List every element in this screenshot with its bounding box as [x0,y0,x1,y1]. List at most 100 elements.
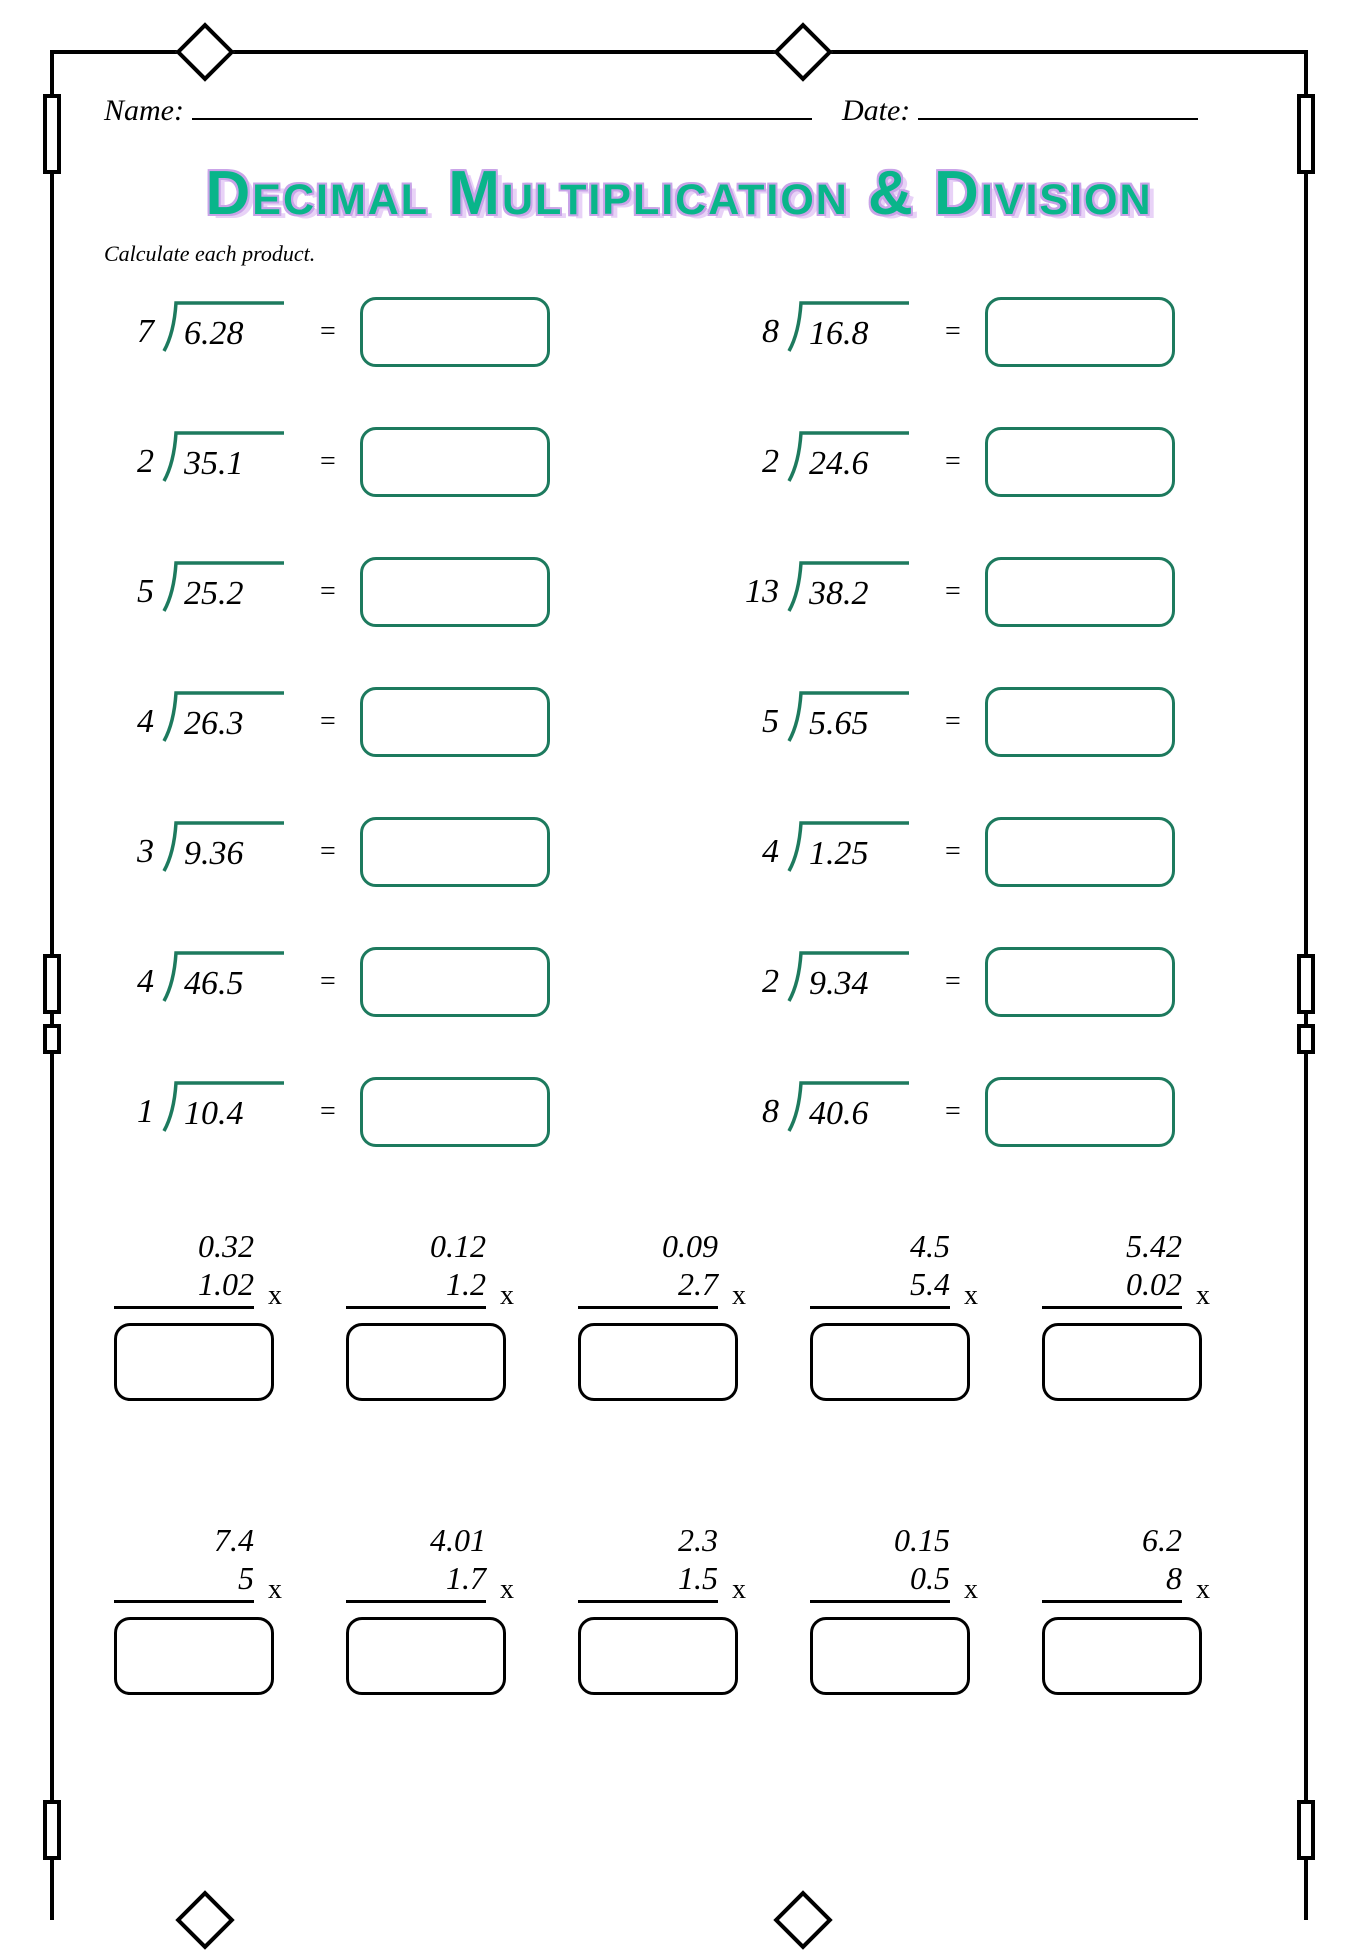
multiply-operator: x [1196,1279,1210,1313]
decor-diamond [773,22,832,81]
divisor: 8 [739,1093,785,1131]
division-problem: 3 9.36 = [114,817,619,887]
mult-bar [578,1600,718,1603]
multiplication-problem: 2.3 1.5 x [578,1521,780,1695]
equals-symbol: = [945,836,961,868]
decor-sidebar [1297,1024,1315,1054]
dividend: 46.5 [184,965,244,1003]
answer-box[interactable] [578,1323,738,1401]
answer-box[interactable] [985,297,1175,367]
multiplication-problem: 4.5 5.4 x [810,1227,1012,1401]
mult-bar [810,1600,950,1603]
mult-bar [114,1306,254,1309]
answer-box[interactable] [360,1077,550,1147]
answer-box[interactable] [810,1617,970,1695]
dividend: 26.3 [184,705,244,743]
answer-box[interactable] [360,947,550,1017]
mult-top: 2.3 [578,1521,718,1559]
answer-box[interactable] [346,1617,506,1695]
mult-top: 4.01 [346,1521,486,1559]
division-problem: 4 1.25 = [739,817,1244,887]
mult-operands: 4.5 5.4 x [810,1227,950,1309]
division-problem: 8 40.6 = [739,1077,1244,1147]
date-input-line[interactable] [918,96,1198,120]
mult-bar [1042,1306,1182,1309]
division-problem: 5 25.2 = [114,557,619,627]
long-division-icon: 35.1 [160,431,290,493]
mult-bottom: 1.7 [346,1559,486,1597]
long-division-icon: 9.34 [785,951,915,1013]
answer-box[interactable] [1042,1323,1202,1401]
mult-bar [578,1306,718,1309]
answer-box[interactable] [360,687,550,757]
answer-box[interactable] [810,1323,970,1401]
answer-box[interactable] [1042,1617,1202,1695]
mult-bar [114,1600,254,1603]
decor-sidebar [43,1024,61,1054]
mult-operands: 6.2 8 x [1042,1521,1182,1603]
divisor: 2 [739,963,785,1001]
division-problem: 7 6.28 = [114,297,619,367]
answer-box[interactable] [114,1323,274,1401]
equals-symbol: = [945,966,961,998]
division-problem: 1 10.4 = [114,1077,619,1147]
dividend: 9.36 [184,835,244,873]
equals-symbol: = [320,316,336,348]
decor-diamond [175,22,234,81]
long-division-icon: 38.2 [785,561,915,623]
decor-sidebar [43,954,61,1014]
decor-sidebar [43,94,61,174]
multiply-operator: x [964,1279,978,1313]
decor-diamond [175,1890,234,1949]
answer-box[interactable] [360,427,550,497]
division-problem: 2 35.1 = [114,427,619,497]
multiply-operator: x [500,1279,514,1313]
answer-box[interactable] [360,817,550,887]
mult-bar [1042,1600,1182,1603]
mult-top: 6.2 [1042,1521,1182,1559]
divisor: 4 [114,703,160,741]
answer-box[interactable] [985,817,1175,887]
name-field: Name: [104,94,812,128]
decor-sidebar [1297,954,1315,1014]
mult-top: 0.32 [114,1227,254,1265]
divisor: 3 [114,833,160,871]
answer-box[interactable] [985,687,1175,757]
equals-symbol: = [945,1096,961,1128]
mult-bottom: 1.02 [114,1265,254,1303]
division-problem: 13 38.2 = [739,557,1244,627]
answer-box[interactable] [578,1617,738,1695]
answer-box[interactable] [360,297,550,367]
equals-symbol: = [320,576,336,608]
dividend: 25.2 [184,575,244,613]
answer-box[interactable] [346,1323,506,1401]
answer-box[interactable] [985,947,1175,1017]
answer-box[interactable] [985,1077,1175,1147]
mult-top: 7.4 [114,1521,254,1559]
equals-symbol: = [945,446,961,478]
division-problem: 8 16.8 = [739,297,1244,367]
answer-box[interactable] [360,557,550,627]
mult-operands: 5.42 0.02 x [1042,1227,1182,1309]
divisor: 5 [114,573,160,611]
long-division-icon: 40.6 [785,1081,915,1143]
answer-box[interactable] [114,1617,274,1695]
multiplication-grid: 0.32 1.02 x 0.12 1.2 x 0.09 2.7 x 4.5 5.… [104,1197,1254,1695]
answer-box[interactable] [985,427,1175,497]
long-division-icon: 10.4 [160,1081,290,1143]
mult-bottom: 0.5 [810,1559,950,1597]
division-problem: 2 24.6 = [739,427,1244,497]
multiplication-problem: 0.15 0.5 x [810,1521,1012,1695]
name-input-line[interactable] [192,96,812,120]
mult-bottom: 0.02 [1042,1265,1182,1303]
equals-symbol: = [945,316,961,348]
worksheet-page: Name: Date: Decimal Multiplication & Div… [50,50,1308,1920]
divisor: 2 [114,443,160,481]
mult-bar [810,1306,950,1309]
multiplication-problem: 0.12 1.2 x [346,1227,548,1401]
divisor: 13 [739,573,785,611]
multiplication-problem: 4.01 1.7 x [346,1521,548,1695]
mult-operands: 0.12 1.2 x [346,1227,486,1309]
answer-box[interactable] [985,557,1175,627]
decor-sidebar [1297,94,1315,174]
